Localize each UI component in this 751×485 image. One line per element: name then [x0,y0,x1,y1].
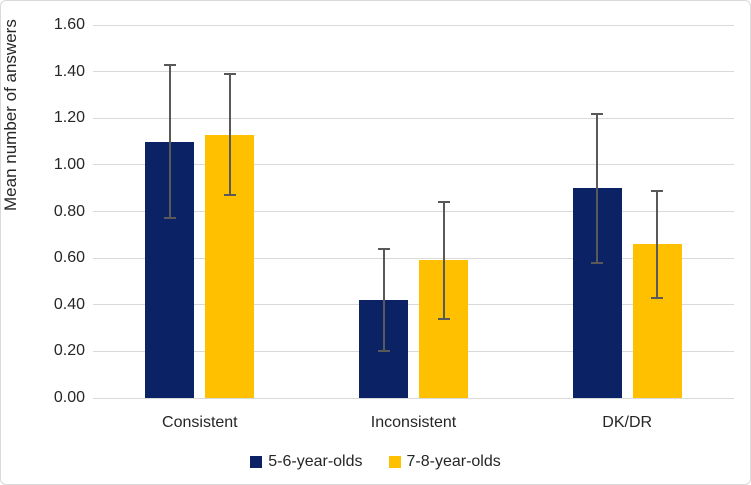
error-bar-line [442,202,445,319]
error-bar-line [168,64,171,219]
y-tick-label: 0.40 [53,295,85,313]
legend-label: 7-8-year-olds [406,453,501,470]
error-bar-line [656,190,659,298]
error-bar-line [228,73,231,196]
gridline [93,164,734,166]
error-bar-cap [437,317,450,320]
y-axis-title-text: Mean number of answers [1,19,20,211]
legend-swatch-icon [388,456,401,468]
y-tick-label: 0.80 [53,202,85,220]
y-tick-label: 1.60 [53,16,85,33]
legend-item-7-8-year-olds: 7-8-year-olds [388,453,501,471]
error-bar-line [382,248,385,352]
gridline [93,24,734,26]
x-category-label-Consistent: Consistent [162,414,238,431]
legend: 5-6-year-olds 7-8-year-olds [1,453,750,471]
y-tick-label: 0.60 [53,249,85,267]
gridline [93,397,734,399]
plot-area [93,24,734,399]
legend-item-5-6-year-olds: 5-6-year-olds [250,453,363,471]
error-bar-cap [223,72,236,75]
error-bar-cap [437,201,450,204]
gridline [93,117,734,119]
gridline [93,304,734,306]
error-bar-cap [377,350,390,353]
error-bar-cap [223,194,236,197]
x-category-label-Inconsistent: Inconsistent [370,414,457,431]
legend-swatch-icon [250,456,263,468]
error-bar-cap [591,261,604,264]
y-tick-label: 0.00 [53,389,85,406]
legend-label: 5-6-year-olds [268,453,363,470]
y-tick-label: 1.40 [53,62,85,80]
error-bar-cap [651,296,664,299]
gridline [93,211,734,212]
error-bar-cap [163,63,176,66]
gridline [93,71,734,73]
error-bar-line [596,113,599,263]
y-tick-label: 1.20 [53,109,85,127]
gridline [93,350,734,352]
error-bar-cap [163,217,176,220]
error-bar-cap [651,189,664,192]
gridline [93,257,734,259]
y-tick-label: 1.00 [53,155,85,173]
error-bar-cap [377,247,390,250]
error-bar-cap [591,112,604,115]
y-tick-label: 0.20 [53,342,85,360]
x-category-label-DK/DR: DK/DR [602,414,653,431]
